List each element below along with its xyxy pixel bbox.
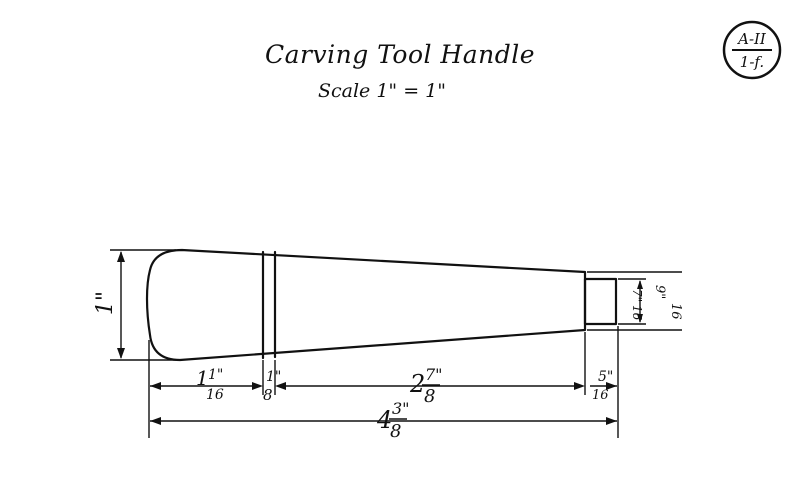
height-dimension-text: 1"	[93, 291, 118, 315]
arrowhead	[606, 382, 617, 390]
badge-bottom-text: 1-f.	[740, 53, 764, 71]
total-numerator: 3"	[392, 399, 410, 418]
seg2-dimension-text: 1" 8	[263, 369, 281, 404]
seg1-denominator: 16	[206, 387, 224, 403]
seg4-denominator: 16	[592, 388, 609, 403]
handle-tip	[583, 277, 618, 326]
seg1-whole: 1	[196, 366, 209, 390]
seg2-numerator: 1"	[266, 369, 281, 385]
seg3-dimension-text: 2 7" 8	[409, 365, 443, 407]
arrowhead	[637, 280, 643, 289]
tip2-numerator: 9"	[652, 285, 667, 299]
arrowhead	[606, 417, 617, 425]
arrowhead	[574, 382, 585, 390]
arrowhead	[252, 382, 263, 390]
arrowhead	[150, 382, 161, 390]
seg1-dimension-text: 1 1" 16	[196, 366, 224, 403]
seg2-denominator: 8	[263, 386, 273, 404]
total-whole: 4	[376, 406, 392, 434]
seg3-numerator: 7"	[425, 365, 443, 384]
arrowhead	[637, 314, 643, 323]
total-denominator: 8	[390, 421, 401, 442]
total-dimension-text: 4 3" 8	[376, 399, 410, 442]
tip1-denominator: 16	[630, 305, 644, 321]
tip2-dimension-text: 9" 16	[652, 285, 683, 320]
sheet-badge: A-II 1-f.	[722, 20, 782, 80]
badge-circle	[722, 20, 782, 80]
tip2-denominator: 16	[668, 303, 683, 320]
drawing-title: Carving Tool Handle	[265, 40, 536, 69]
seg1-numerator: 1"	[208, 367, 223, 383]
tip1-dimension-text: 7" 16	[630, 289, 644, 321]
arrowhead	[275, 382, 286, 390]
arrowhead	[117, 251, 125, 262]
badge-top-text: A-II	[736, 30, 767, 48]
seg4-dimension-text: 5" 16	[592, 369, 613, 403]
tip1-numerator: 7"	[630, 289, 644, 302]
drawing-scale: Scale 1" = 1"	[318, 80, 446, 102]
arrowhead	[150, 417, 161, 425]
seg3-denominator: 8	[424, 386, 435, 407]
seg4-numerator: 5"	[598, 369, 613, 385]
handle-body	[145, 248, 587, 362]
arrowhead	[117, 348, 125, 359]
seg3-whole: 2	[409, 370, 425, 398]
